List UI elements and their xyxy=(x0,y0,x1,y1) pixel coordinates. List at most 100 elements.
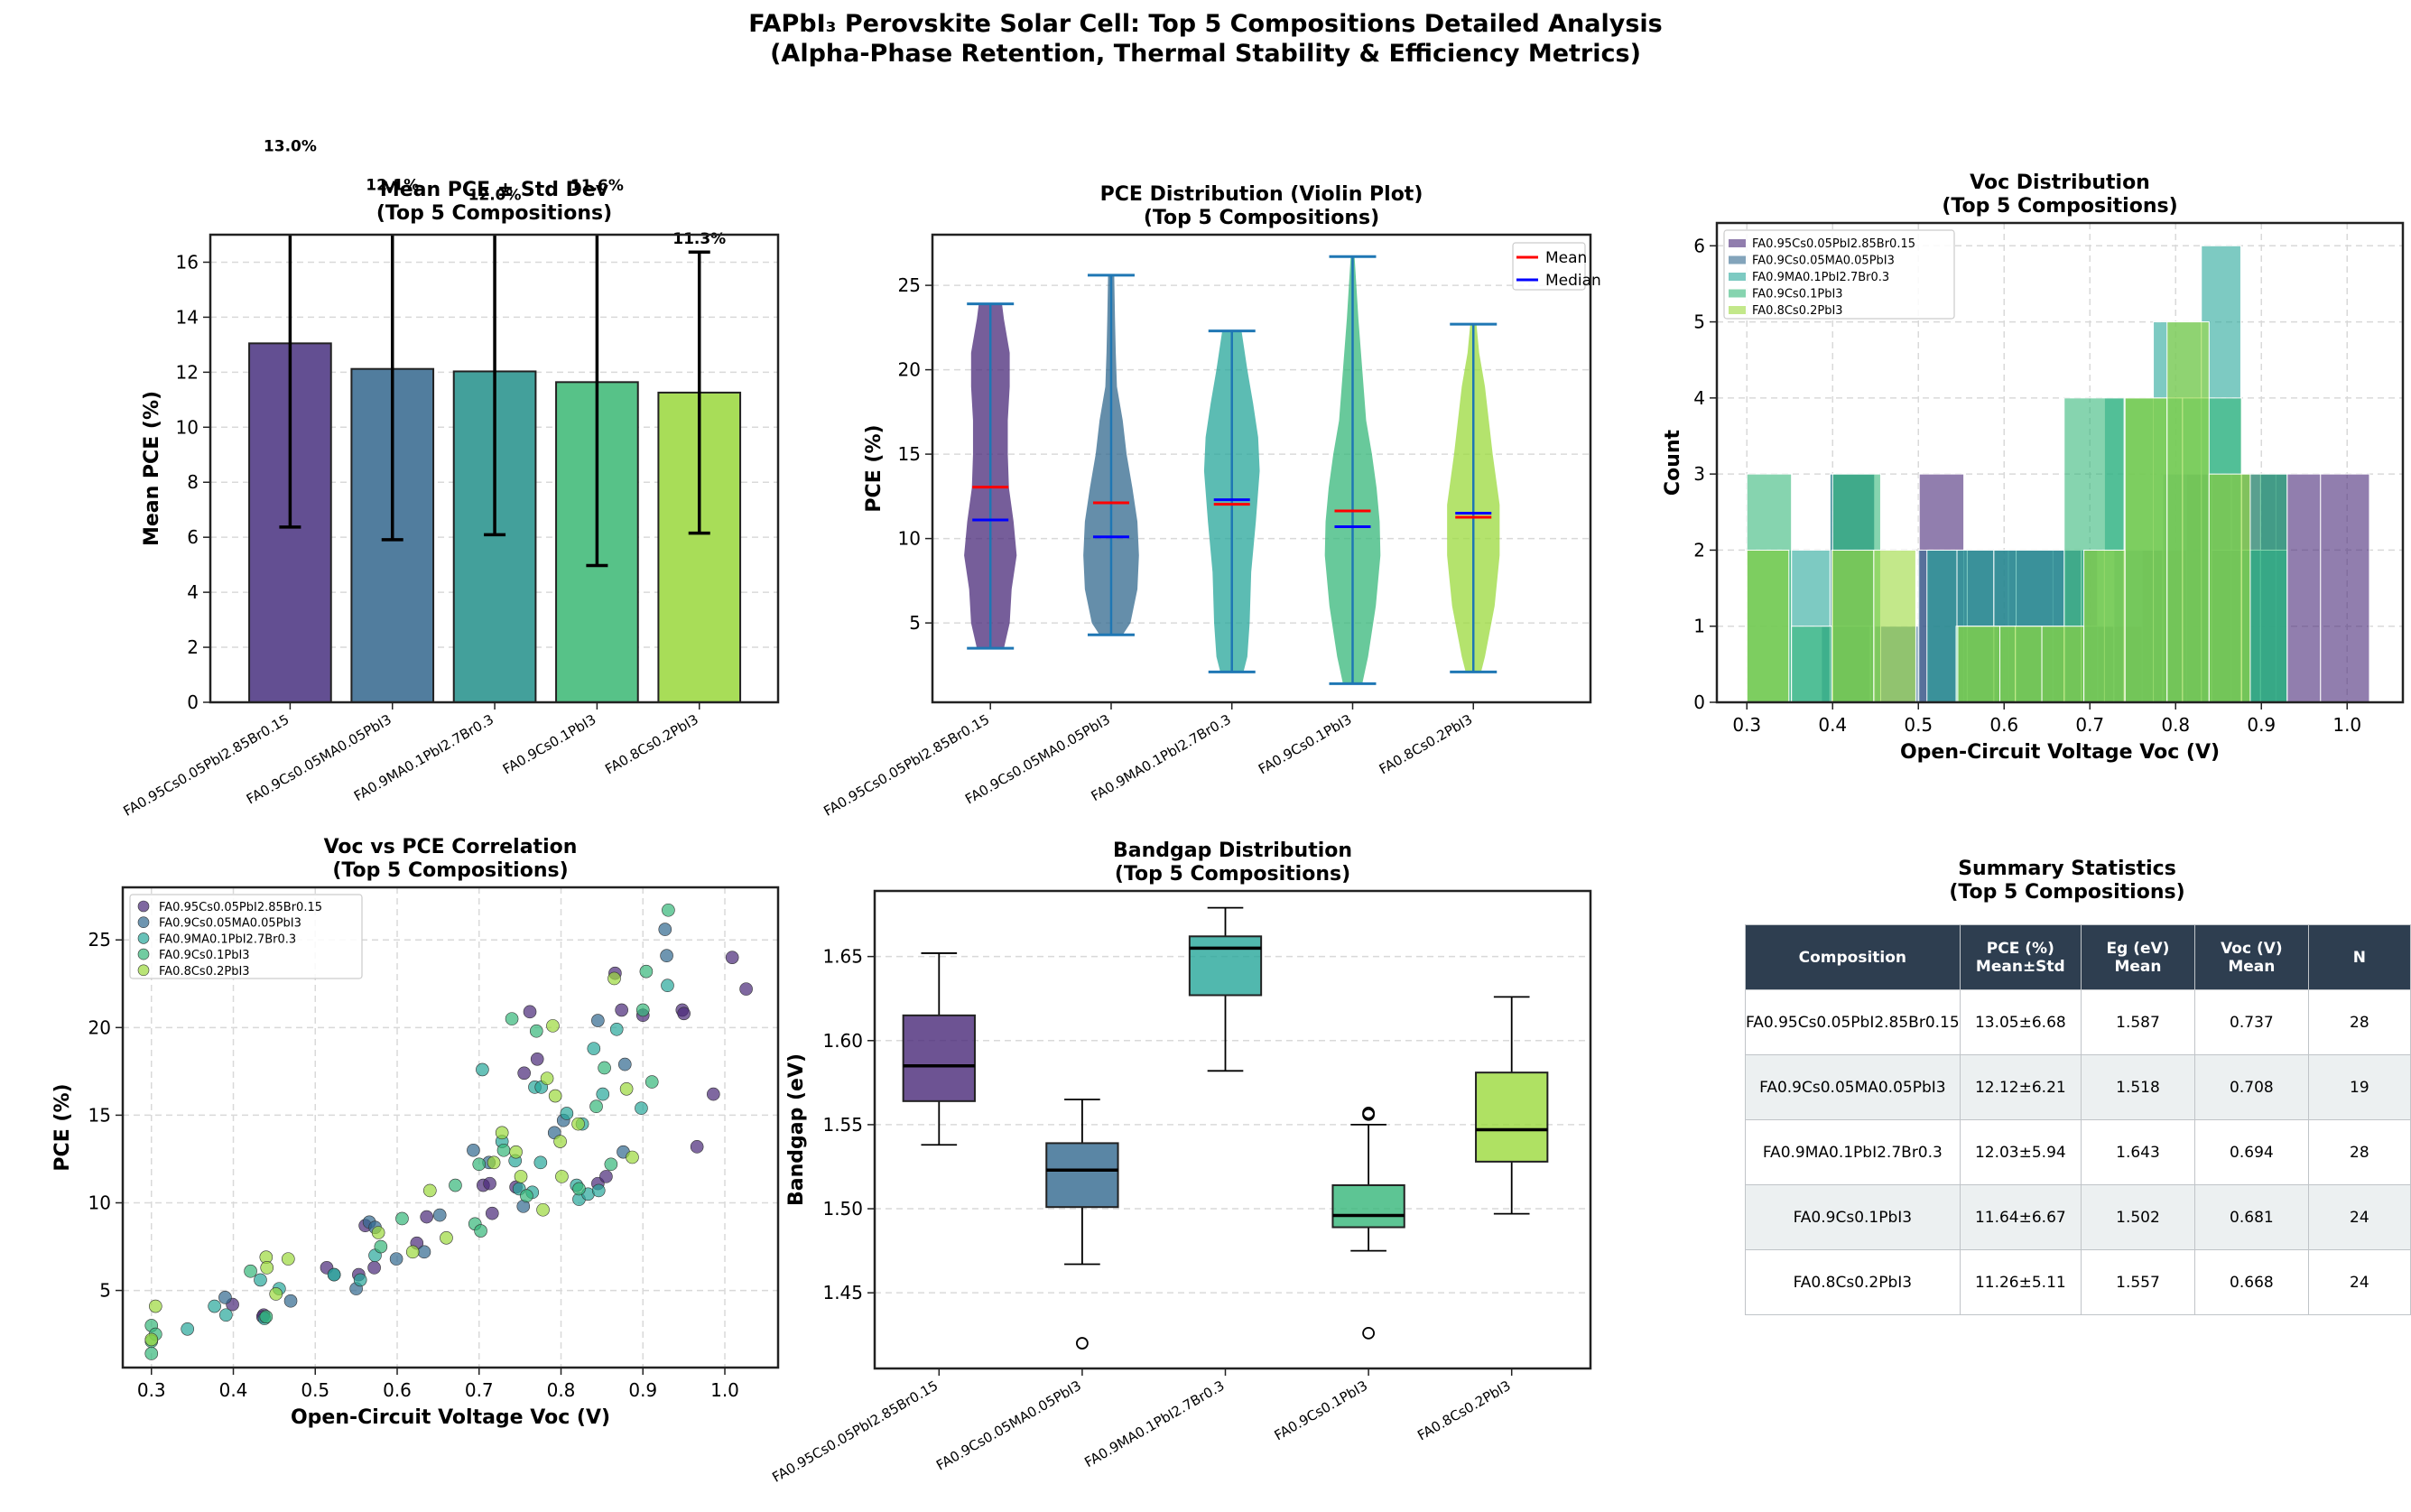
box xyxy=(1331,1183,1405,1229)
cell-eg: 1.587 xyxy=(2080,989,2196,1055)
scatter-point xyxy=(495,1126,509,1140)
cell-composition: FA0.9MA0.1PbI2.7Br0.3 xyxy=(1745,1119,1961,1185)
scatter-point xyxy=(553,1135,567,1148)
cell-n: 24 xyxy=(2307,1249,2411,1315)
data-label: 11.6% xyxy=(570,177,624,195)
legend-marker xyxy=(137,932,150,944)
cell-pce: 13.05±6.68 xyxy=(1959,989,2082,1055)
mean-pce-panel: 0 2 4 6 8 10 12 14 16 Mean PCE ± Std Dev(Top 5 Co… xyxy=(121,138,780,820)
x-tick-label: FA0.8Cs0.2PbI3 xyxy=(1414,1377,1513,1444)
summary-table-header-row: Composition PCE (%) Mean±Std Eg (eV) Mean … xyxy=(1745,924,2411,990)
y-tick-label: 20 xyxy=(898,359,921,381)
summary-table: Composition PCE (%) Mean±Std Eg (eV) Mean … xyxy=(1745,924,2411,1315)
scatter-point xyxy=(572,1182,586,1196)
x-tick-label: FA0.9Cs0.1PbI3 xyxy=(1256,711,1354,778)
figure-title-line1: FAPbI₃ Perovskite Solar Cell: Top 5 Comp… xyxy=(748,10,1663,38)
legend-label: FA0.9MA0.1PbI2.7Br0.3 xyxy=(159,932,296,946)
y-tick-label: 5 xyxy=(1693,311,1705,333)
scatter-point xyxy=(658,923,672,936)
panel-title: Voc vs PCE Correlation xyxy=(324,836,578,858)
scatter-point xyxy=(677,1006,691,1021)
scatter-point xyxy=(529,1024,543,1038)
table-row: FA0.8Cs0.2PbI3 11.26±5.11 1.557 0.668 24 xyxy=(1745,1249,2411,1315)
scatter-point xyxy=(644,1075,659,1089)
outlier-point xyxy=(1362,1106,1375,1119)
x-tick-label: FA0.8Cs0.2PbI3 xyxy=(602,711,700,778)
scatter-point xyxy=(208,1299,221,1313)
cell-pce: 11.26±5.11 xyxy=(1959,1249,2082,1315)
x-tick-label: 0.8 xyxy=(547,1379,576,1401)
scatter-point xyxy=(548,1089,562,1103)
y-tick-label: 1.60 xyxy=(822,1030,863,1052)
legend-label: FA0.95Cs0.05PbI2.85Br0.15 xyxy=(1752,237,1915,251)
legend-box xyxy=(1723,229,1955,320)
legend-label: FA0.8Cs0.2PbI3 xyxy=(1752,304,1843,318)
y-tick-label: 2 xyxy=(1693,539,1705,561)
scatter-point xyxy=(259,1310,274,1323)
box xyxy=(1188,935,1263,997)
scatter-point xyxy=(639,964,654,979)
x-tick-label: 0.9 xyxy=(628,1379,657,1401)
axes-frame xyxy=(873,889,1592,1370)
legend-marker xyxy=(137,916,150,929)
y-tick-label: 16 xyxy=(176,251,199,273)
cell-voc: 0.708 xyxy=(2194,1054,2309,1120)
cell-voc: 0.737 xyxy=(2194,989,2309,1055)
scatter-point xyxy=(725,951,739,964)
cell-pce: 11.64±6.67 xyxy=(1959,1184,2082,1250)
scatter-point xyxy=(367,1261,381,1275)
table-row: FA0.9MA0.1PbI2.7Br0.3 12.03±5.94 1.643 0… xyxy=(1745,1119,2411,1185)
cell-composition: FA0.95Cs0.05PbI2.85Br0.15 xyxy=(1745,989,1961,1055)
cell-eg: 1.643 xyxy=(2080,1119,2196,1185)
cell-composition: FA0.9Cs0.05MA0.05PbI3 xyxy=(1745,1054,1961,1120)
panel-title: Bandgap Distribution xyxy=(1113,839,1352,862)
cell-pce: 12.12±6.21 xyxy=(1959,1054,2082,1120)
x-tick-label: FA0.95Cs0.05PbI2.85Br0.15 xyxy=(121,711,292,820)
x-axis-label: Open-Circuit Voltage Voc (V) xyxy=(1900,741,2220,764)
figure-title: FAPbI₃ Perovskite Solar Cell: Top 5 Comp… xyxy=(0,9,2411,69)
axes-frame xyxy=(1715,221,2405,704)
x-tick-label: 0.5 xyxy=(301,1379,329,1401)
cell-eg: 1.518 xyxy=(2080,1054,2196,1120)
histogram-bar xyxy=(2166,321,2210,703)
scatter-point xyxy=(536,1202,550,1217)
header-pce: PCE (%) Mean±Std xyxy=(1959,924,2082,990)
scatter-point xyxy=(523,1005,537,1019)
x-tick-label: 0.3 xyxy=(1732,714,1761,736)
header-voc: Voc (V) Mean xyxy=(2194,924,2309,990)
outlier-point xyxy=(1076,1337,1089,1350)
scatter-point xyxy=(560,1107,574,1120)
y-tick-label: 15 xyxy=(898,443,921,465)
pce-violin-panel: 5 10 15 20 25 PCE Distribution (Violin Plot)(… xyxy=(821,183,1601,820)
scatter-point xyxy=(599,1170,613,1183)
cell-n: 28 xyxy=(2307,1119,2411,1185)
scatter-point xyxy=(467,1143,480,1157)
x-tick-label: FA0.9Cs0.05MA0.05PbI3 xyxy=(933,1377,1084,1474)
scatter-point xyxy=(520,1189,533,1203)
cell-n: 19 xyxy=(2307,1054,2411,1120)
x-tick-label: 1.0 xyxy=(710,1379,739,1401)
scatter-point xyxy=(635,1101,648,1115)
scatter-point xyxy=(254,1273,267,1287)
header-composition: Composition xyxy=(1745,924,1961,990)
scatter-point xyxy=(449,1178,462,1192)
scatter-point xyxy=(607,971,621,986)
scatter-point xyxy=(476,1062,489,1077)
panel-title: (Top 5 Compositions) xyxy=(1144,207,1379,229)
panel-title: (Top 5 Compositions) xyxy=(376,202,612,225)
histogram-bar xyxy=(2320,473,2370,703)
scatter-point xyxy=(509,1145,523,1159)
table-row: FA0.9Cs0.05MA0.05PbI3 12.12±6.21 1.518 0… xyxy=(1745,1054,2411,1120)
x-tick-label: 0.4 xyxy=(1818,714,1847,736)
histogram-bar xyxy=(2208,473,2251,703)
scatter-point xyxy=(181,1322,194,1336)
error-bars xyxy=(279,235,710,568)
scatter-point xyxy=(626,1150,639,1164)
scatter-point xyxy=(282,1252,295,1266)
x-tick-label: FA0.8Cs0.2PbI3 xyxy=(1377,711,1475,778)
histogram-bar xyxy=(1746,549,1790,703)
legend-swatch xyxy=(1729,273,1746,281)
panel-title: (Top 5 Compositions) xyxy=(1942,195,2177,218)
y-tick-label: 1.50 xyxy=(822,1198,863,1220)
y-tick-label: 6 xyxy=(187,526,199,548)
